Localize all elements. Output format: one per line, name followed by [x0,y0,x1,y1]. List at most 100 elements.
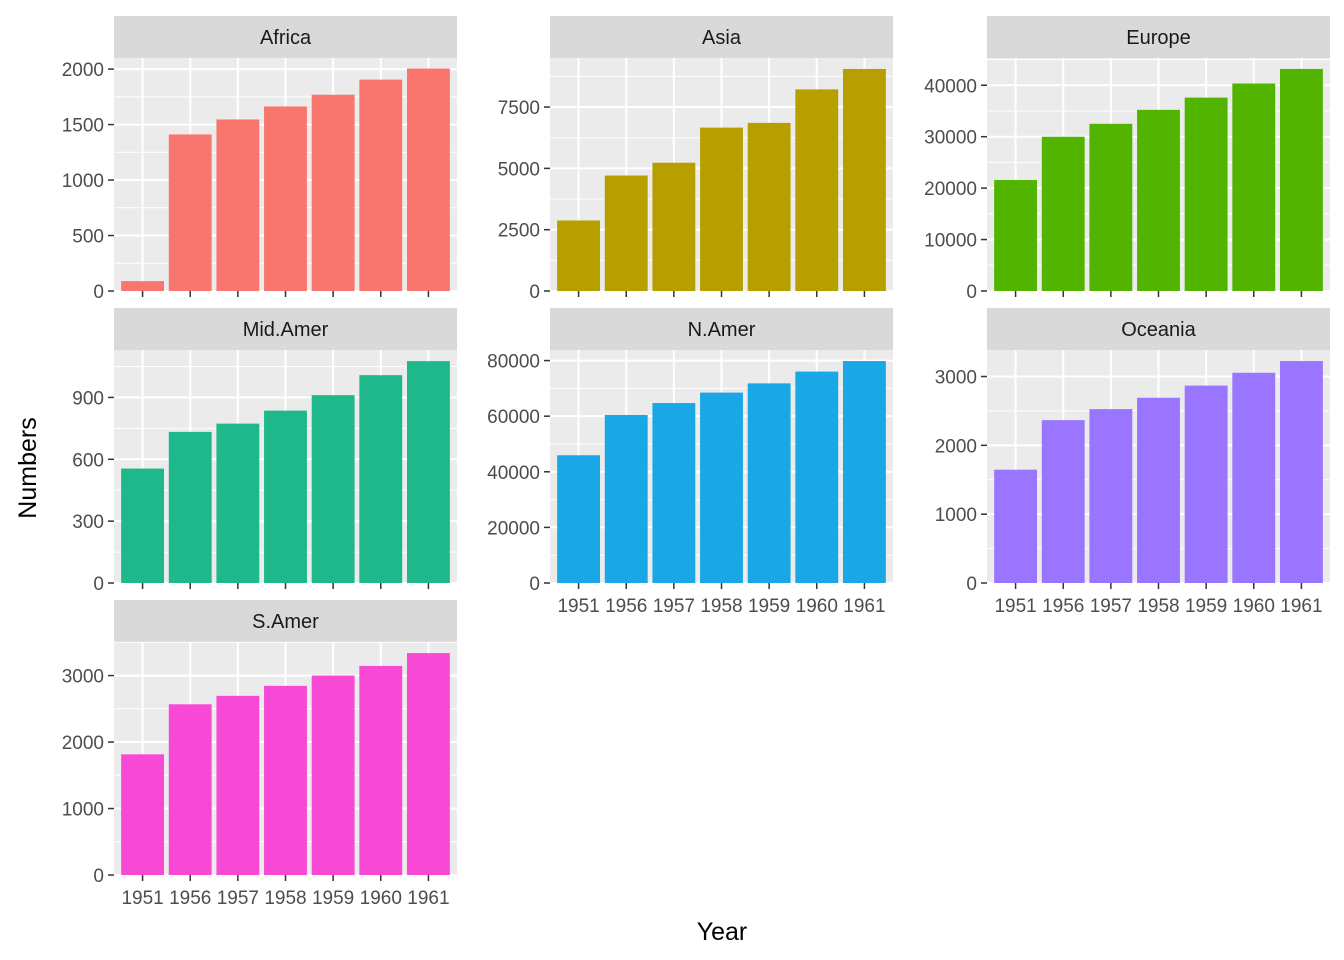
bar-africa-1957 [216,119,260,291]
x-tick-label: 1958 [700,596,742,617]
y-tick-label: 3000 [935,368,977,389]
bar-s-amer-1957 [216,695,260,875]
x-tick-label: 1958 [1137,596,1179,617]
x-tick-label: 1956 [1042,596,1084,617]
y-tick-label: 5000 [498,159,540,180]
bar-europe-1956 [1041,136,1085,291]
y-tick-label: 2500 [498,221,540,242]
bar-africa-1956 [168,134,212,291]
bar-africa-1960 [359,79,403,291]
panel-asia: Asia 0 2500 5000 7500 [498,16,893,303]
bar-mid-amer-1959 [311,395,355,583]
y-tick-label: 1000 [62,171,104,192]
bar-africa-1951 [121,281,165,291]
y-tick-label: 40000 [487,463,540,484]
y-tick-label: 0 [966,282,977,303]
y-tick-label: 1500 [62,116,104,137]
strip-europe [987,16,1330,58]
bar-oceania-1956 [1041,420,1085,583]
strip-n-amer [550,308,893,350]
y-axis-title: Numbers [14,417,42,518]
bar-oceania-1951 [994,469,1038,583]
x-tick-label: 1957 [1090,596,1132,617]
y-tick-label: 40000 [924,76,977,97]
y-tick-label: 500 [72,227,104,248]
y-tick-label: 0 [966,574,977,595]
y-tick-label: 900 [72,388,104,409]
bar-n-amer-1960 [795,371,839,583]
y-tick-label: 0 [93,574,104,595]
bar-asia-1961 [842,68,886,292]
y-tick-label: 1000 [935,505,977,526]
bar-asia-1957 [652,162,696,291]
bar-africa-1958 [264,106,307,291]
bar-mid-amer-1961 [406,361,450,583]
bar-n-amer-1958 [700,392,743,583]
bar-oceania-1961 [1279,361,1323,583]
strip-asia [550,16,893,58]
x-tick-label: 1961 [407,888,449,909]
x-tick-label: 1956 [605,596,647,617]
bar-oceania-1958 [1137,397,1180,583]
bar-asia-1960 [795,89,839,292]
bar-mid-amer-1951 [121,468,165,583]
y-tick-label: 7500 [498,98,540,119]
panel-mid-amer: Mid.Amer 0 300 600 900 [72,308,457,595]
bar-n-amer-1961 [842,361,886,583]
x-tick-label: 1960 [360,888,402,909]
bar-asia-1959 [747,122,791,291]
strip-oceania [987,308,1330,350]
x-tick-label: 1951 [121,888,163,909]
y-tick-label: 600 [72,450,104,471]
bar-asia-1956 [604,175,648,291]
y-tick-label: 20000 [924,179,977,200]
panel-oceania: Oceania 0 1000 2000 3000 1951 1956 1957 1958 1959… [935,308,1330,617]
bar-oceania-1959 [1184,385,1228,583]
strip-label-europe: Europe [1126,27,1191,49]
bar-s-amer-1951 [121,754,165,875]
x-tick-label: 1961 [1280,596,1322,617]
bar-europe-1951 [994,180,1038,291]
strip-label-africa: Africa [260,27,312,49]
bar-n-amer-1956 [604,414,648,583]
bar-europe-1958 [1137,109,1180,291]
y-tick-label: 0 [529,574,540,595]
y-tick-label: 300 [72,512,104,533]
x-tick-label: 1951 [994,596,1036,617]
y-tick-label: 1000 [62,800,104,821]
x-tick-label: 1958 [264,888,306,909]
y-tick-label: 2000 [935,436,977,457]
x-tick-label: 1957 [217,888,259,909]
y-tick-label: 80000 [487,352,540,373]
strip-s-amer [114,600,457,642]
strip-label-s-amer: S.Amer [252,611,319,633]
y-tick-label: 0 [93,282,104,303]
x-tick-label: 1961 [843,596,885,617]
x-tick-label: 1960 [796,596,838,617]
x-tick-label: 1959 [1185,596,1227,617]
x-tick-label: 1951 [557,596,599,617]
bar-asia-1951 [557,220,601,291]
y-tick-label: 20000 [487,518,540,539]
x-tick-label: 1956 [169,888,211,909]
strip-label-asia: Asia [702,27,742,49]
y-tick-label: 10000 [924,231,977,252]
bar-mid-amer-1957 [216,423,260,583]
bar-s-amer-1958 [264,685,307,875]
y-tick-label: 30000 [924,128,977,149]
bar-mid-amer-1958 [264,410,307,583]
bar-n-amer-1957 [652,403,696,583]
strip-mid-amer [114,308,457,350]
y-tick-label: 60000 [487,407,540,428]
strip-africa [114,16,457,58]
bar-s-amer-1961 [406,653,450,875]
bar-mid-amer-1960 [359,375,403,583]
bar-s-amer-1960 [359,665,403,875]
x-axis-title: Year [697,918,748,946]
y-tick-label: 3000 [62,667,104,688]
y-tick-label: 0 [529,282,540,303]
y-tick-label: 0 [93,866,104,887]
panel-europe: Europe 0 10000 20000 30000 40000 [924,16,1330,303]
x-tick-label: 1960 [1233,596,1275,617]
